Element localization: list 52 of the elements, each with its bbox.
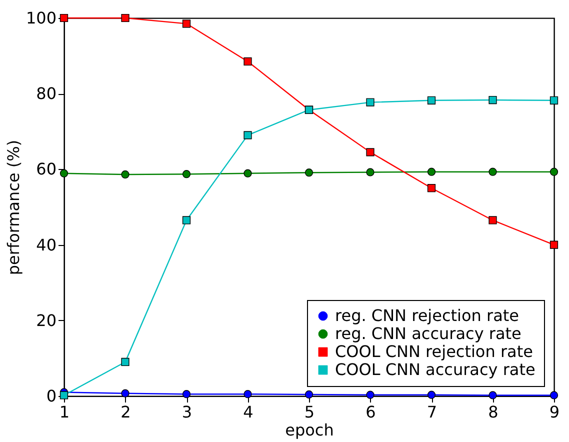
point <box>304 168 314 177</box>
point <box>244 131 252 140</box>
x-tick-label: 9 <box>549 402 560 422</box>
x-tick-label: 7 <box>426 402 438 422</box>
point <box>244 390 252 398</box>
legend-label: COOL CNN accuracy rate <box>335 360 536 379</box>
point <box>182 20 191 28</box>
x-tick-label: 2 <box>120 402 131 422</box>
legend-label: COOL CNN rejection rate <box>335 342 533 361</box>
point <box>550 391 558 400</box>
y-axis-title: performance (%) <box>4 140 23 276</box>
point <box>366 168 374 176</box>
point <box>488 391 497 400</box>
point <box>60 169 68 178</box>
x-tick-label: 6 <box>366 402 376 422</box>
x-tick-label: 5 <box>304 402 315 422</box>
point <box>244 169 252 178</box>
y-tick-label: 0 <box>46 386 56 406</box>
y-tick-label: 40 <box>36 235 56 254</box>
point <box>550 96 558 104</box>
x-tick-label: 1 <box>59 402 70 422</box>
point <box>550 240 558 249</box>
point <box>427 184 436 192</box>
y-tick-label: 80 <box>36 84 56 104</box>
point <box>244 57 252 66</box>
point <box>121 358 130 366</box>
point <box>182 216 191 224</box>
x-tick-label: 8 <box>488 402 498 422</box>
y-tick-label: 60 <box>36 160 56 179</box>
y-tick-label: 100 <box>26 8 56 28</box>
point <box>366 98 374 106</box>
x-axis-title: epoch <box>285 420 334 440</box>
point <box>550 168 558 176</box>
point <box>427 96 436 104</box>
x-tick-label: 3 <box>182 402 192 422</box>
x-tick-label: 4 <box>243 402 254 422</box>
point <box>182 390 191 398</box>
point <box>366 390 374 399</box>
point <box>488 168 497 176</box>
legend-label: reg. CNN rejection rate <box>335 306 519 325</box>
point <box>366 148 374 156</box>
point <box>121 170 130 179</box>
point <box>304 390 314 399</box>
point <box>427 390 436 399</box>
point <box>182 170 191 178</box>
legend-label: reg. CNN accuracy rate <box>335 324 522 343</box>
point <box>121 14 130 22</box>
point <box>427 168 436 176</box>
point <box>488 96 497 104</box>
point <box>121 389 130 398</box>
y-tick-label: 20 <box>36 310 56 330</box>
point <box>488 216 497 224</box>
